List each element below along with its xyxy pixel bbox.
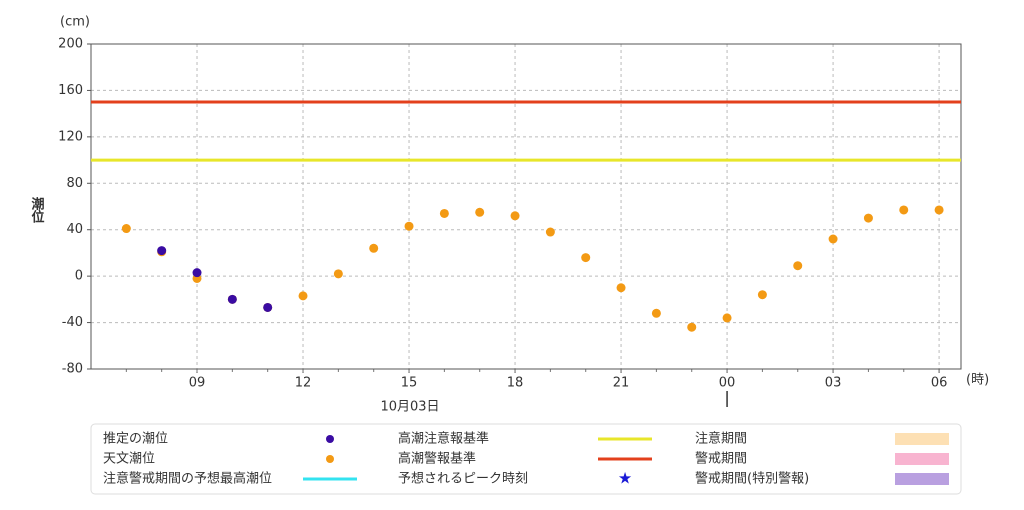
- data-point: [298, 291, 308, 301]
- legend-symbol: [326, 455, 334, 463]
- x-tick-label: 03: [825, 376, 842, 391]
- legend-box: [90, 423, 962, 495]
- legend-label: 天文潮位: [103, 452, 155, 467]
- data-point: [651, 308, 661, 318]
- legend-symbol: [895, 453, 949, 465]
- legend-label: 警戒期間(特別警報): [695, 471, 809, 487]
- legend-label: 高潮注意報基準: [398, 431, 489, 447]
- y-unit: (cm): [60, 15, 90, 30]
- y-tick-label: 0: [75, 269, 83, 284]
- data-point: [333, 269, 343, 279]
- y-axis-label: 潮位: [29, 196, 45, 224]
- plot-frame: [90, 43, 962, 370]
- date-label: 10月03日: [380, 400, 439, 415]
- data-point: [793, 261, 803, 271]
- y-tick-label: 200: [58, 37, 83, 52]
- x-tick-label: 21: [613, 376, 630, 391]
- x-tick-label: 18: [507, 376, 524, 391]
- data-point: [828, 234, 838, 244]
- legend-label: 注意期間: [695, 431, 747, 447]
- data-point: [475, 207, 485, 217]
- data-point: [899, 205, 909, 215]
- data-point: [934, 205, 944, 215]
- x-unit: (時): [966, 373, 989, 388]
- data-point: [121, 224, 131, 234]
- data-point: [581, 253, 591, 263]
- data-point: [369, 243, 379, 253]
- legend-label: 予想されるピーク時刻: [398, 471, 528, 487]
- data-point: [616, 283, 626, 293]
- y-tick-label: -40: [62, 315, 83, 330]
- x-tick-label: 00: [719, 376, 736, 391]
- legend-symbol: [895, 473, 949, 485]
- x-tick-label: 12: [295, 376, 312, 391]
- data-point: [510, 211, 520, 221]
- x-tick-label: 09: [189, 376, 206, 391]
- data-point: [545, 227, 555, 237]
- data-point: [439, 208, 449, 218]
- data-point: [157, 246, 167, 256]
- data-point: [227, 294, 237, 304]
- legend-symbol: ★: [618, 469, 632, 488]
- legend-symbol: [895, 433, 949, 445]
- legend-label: 警戒期間: [695, 451, 747, 467]
- data-point: [263, 302, 273, 312]
- data-point: [722, 313, 732, 323]
- legend-label: 高潮警報基準: [398, 451, 476, 467]
- y-tick-label: 80: [66, 176, 83, 191]
- data-point: [404, 221, 414, 231]
- y-tick-label: -80: [62, 362, 83, 377]
- data-point: [687, 322, 697, 332]
- legend-label: 推定の潮位: [103, 432, 168, 447]
- legend-label: 注意警戒期間の予想最高潮位: [103, 471, 272, 487]
- y-tick-label: 40: [66, 222, 83, 237]
- x-tick-label: 15: [401, 376, 418, 391]
- y-tick-label: 120: [58, 129, 83, 144]
- y-tick-label: 160: [58, 83, 83, 98]
- data-point: [192, 268, 202, 278]
- legend-symbol: [326, 435, 334, 443]
- x-tick-label: 06: [931, 376, 948, 391]
- data-point: [863, 213, 873, 223]
- data-point: [757, 290, 767, 300]
